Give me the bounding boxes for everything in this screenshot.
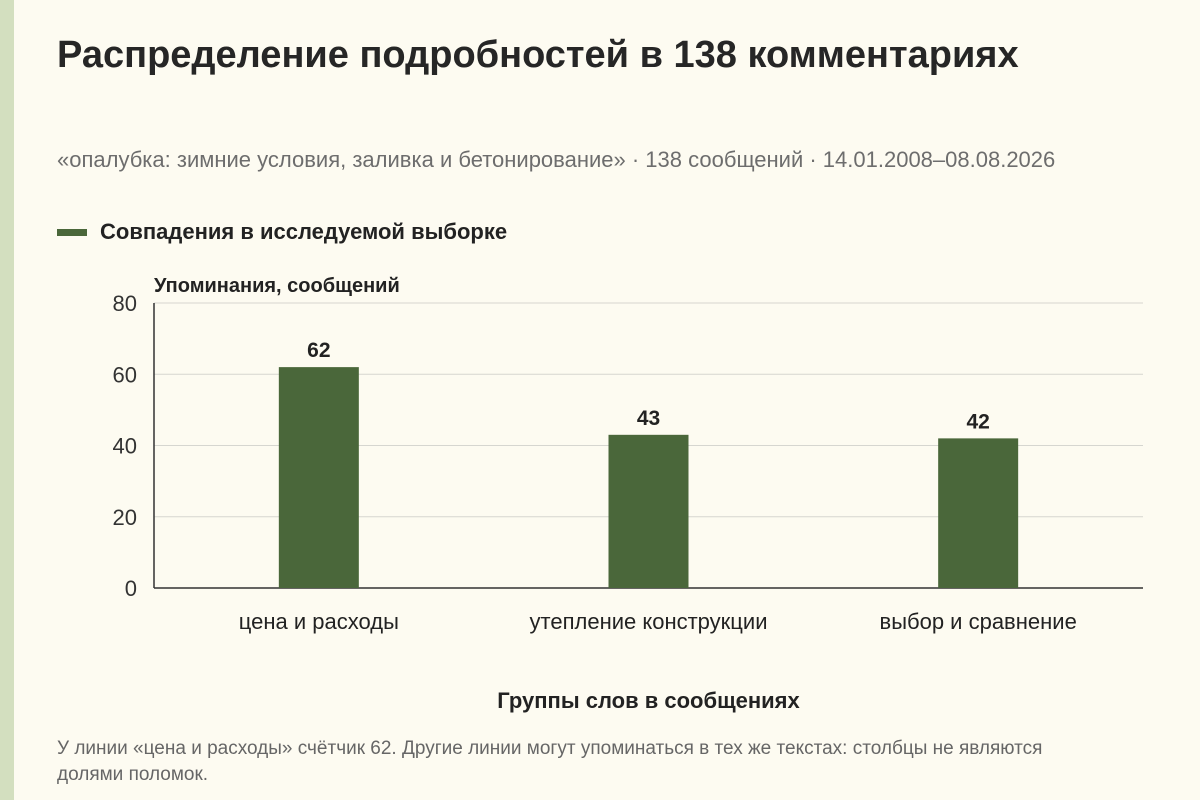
bar xyxy=(938,438,1019,588)
left-accent-stripe xyxy=(0,0,14,800)
legend-label: Совпадения в исследуемой выборке xyxy=(100,219,508,244)
x-tick-label: утепление конструкции xyxy=(530,609,768,634)
y-tick-label: 0 xyxy=(125,576,137,601)
y-tick-label: 20 xyxy=(113,505,137,530)
bar xyxy=(278,367,359,588)
legend-swatch xyxy=(57,228,87,236)
chart-footnote: У линии «цена и расходы» счётчик 62. Дру… xyxy=(57,738,1043,785)
bar-value-label: 42 xyxy=(966,410,989,433)
x-tick-label: выбор и сравнение xyxy=(880,609,1077,634)
y-tick-label: 40 xyxy=(113,434,137,459)
bar-value-label: 43 xyxy=(637,407,660,430)
bar xyxy=(608,434,689,588)
y-tick-label: 80 xyxy=(113,291,137,316)
chart-subtitle: «опалубка: зимние условия, заливка и бет… xyxy=(57,147,1056,172)
y-tick-label: 60 xyxy=(113,362,137,387)
y-axis-label: Упоминания, сообщений xyxy=(154,275,400,297)
x-tick-label: цена и расходы xyxy=(239,609,399,634)
x-axis-label: Группы слов в сообщениях xyxy=(497,688,800,713)
legend: Совпадения в исследуемой выборке xyxy=(57,219,507,245)
bar-value-label: 62 xyxy=(307,339,330,362)
chart-title: Распределение подробностей в 138 коммент… xyxy=(57,34,1019,76)
